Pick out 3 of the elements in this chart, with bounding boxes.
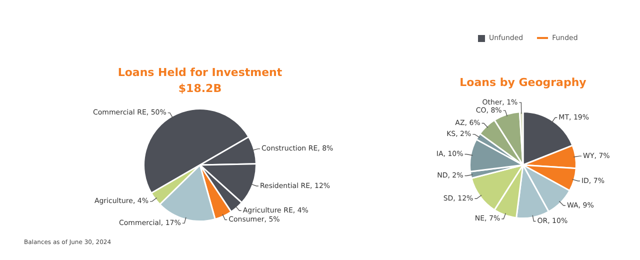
chart-title: Loans Held for Investment — [116, 66, 284, 79]
chart-title: Loans by Geography — [458, 76, 588, 89]
chart-subtitle: $18.2B — [177, 82, 223, 95]
